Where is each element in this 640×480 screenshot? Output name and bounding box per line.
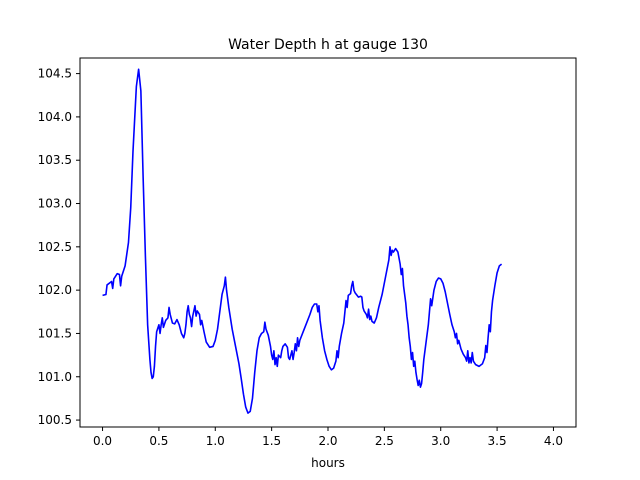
y-tick-label: 104.0 — [38, 110, 72, 124]
y-tick-label: 104.5 — [38, 67, 72, 81]
y-tick-label: 103.0 — [38, 197, 72, 211]
series-line-0 — [102, 68, 503, 414]
x-tick-label: 3.5 — [488, 434, 507, 448]
x-tick-label: 2.0 — [318, 434, 337, 448]
y-tick-label: 103.5 — [38, 153, 72, 167]
x-tick-label: 1.5 — [262, 434, 281, 448]
x-tick-label: 1.0 — [206, 434, 225, 448]
plot-area: 0.0 0.5 1.0 1.5 2.0 2.5 3.0 3.5 4.0 100.5101.010… — [38, 57, 577, 448]
x-axis-label: hours — [311, 456, 345, 470]
y-tick-label: 102.5 — [38, 240, 72, 254]
x-axis-ticks: 0.0 0.5 1.0 1.5 2.0 2.5 3.0 3.5 4.0 — [93, 427, 563, 448]
y-tick-label: 100.5 — [38, 413, 72, 427]
series-line-group — [102, 68, 503, 414]
x-tick-label: 2.5 — [375, 434, 394, 448]
axes-frame — [79, 57, 577, 428]
y-tick-label: 101.0 — [38, 370, 72, 384]
x-tick-label: 3.0 — [431, 434, 450, 448]
chart-title: Water Depth h at gauge 130 — [228, 37, 428, 53]
x-tick-label: 0.5 — [149, 434, 168, 448]
x-tick-label: 4.0 — [544, 434, 563, 448]
x-tick-label: 0.0 — [93, 434, 112, 448]
y-tick-label: 101.5 — [38, 326, 72, 340]
y-axis-ticks: 100.5 101.0 101.5 102.0 102.5 103.0 103.5 104.0… — [38, 67, 80, 427]
y-tick-label: 102.0 — [38, 283, 72, 297]
